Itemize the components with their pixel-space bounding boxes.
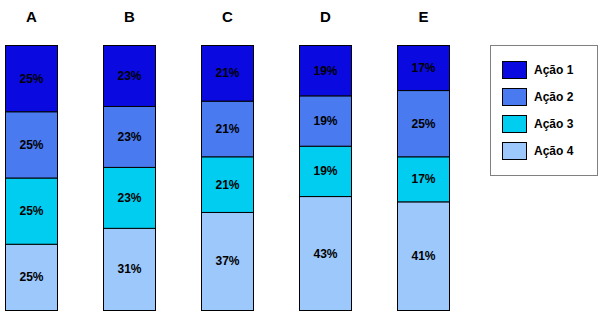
legend-swatch xyxy=(503,143,527,160)
bar-segment xyxy=(300,197,352,311)
legend-swatch xyxy=(503,62,527,79)
bar-segment xyxy=(6,178,58,244)
legend-label: Ação 2 xyxy=(534,90,574,104)
data-label: 21% xyxy=(215,178,239,192)
category-label: E xyxy=(418,8,428,25)
data-label: 31% xyxy=(117,262,141,276)
bar-segment xyxy=(398,202,450,311)
bar-segment xyxy=(104,46,156,107)
data-label: 25% xyxy=(19,138,43,152)
bar-segment xyxy=(202,101,254,157)
data-label: 19% xyxy=(313,164,337,178)
data-label: 23% xyxy=(117,191,141,205)
legend-box xyxy=(491,46,598,176)
bar-segment xyxy=(202,157,254,213)
category-label: B xyxy=(124,8,135,25)
bar-segment xyxy=(6,244,58,310)
data-label: 23% xyxy=(117,69,141,83)
category-label: A xyxy=(26,8,37,25)
bar-segment xyxy=(104,228,156,310)
data-label: 43% xyxy=(313,247,337,261)
data-label: 25% xyxy=(19,204,43,218)
bar-segment xyxy=(300,46,352,96)
bar-segment xyxy=(6,112,58,178)
legend-label: Ação 1 xyxy=(534,63,574,77)
data-label: 17% xyxy=(411,172,435,186)
bar-segment xyxy=(6,46,58,112)
data-label: 19% xyxy=(313,64,337,78)
data-label: 41% xyxy=(411,249,435,263)
data-label: 21% xyxy=(215,66,239,80)
data-label: 19% xyxy=(313,114,337,128)
legend-label: Ação 4 xyxy=(534,144,574,158)
bar-segment xyxy=(202,46,254,102)
bar-segment xyxy=(398,46,450,91)
bars xyxy=(6,46,450,311)
data-label: 25% xyxy=(411,117,435,131)
data-label: 25% xyxy=(19,72,43,86)
bar-segment xyxy=(300,96,352,146)
data-label: 37% xyxy=(215,254,239,268)
category-label: C xyxy=(222,8,233,25)
legend-swatch xyxy=(503,116,527,133)
bar-segment xyxy=(398,91,450,157)
data-label: 21% xyxy=(215,122,239,136)
bar-segment xyxy=(202,212,254,310)
data-label: 17% xyxy=(411,61,435,75)
chart-svg: 25% 25% 25% 25% 31% 23% 23% 23% 37% 21% 21% 21% 43% 1… xyxy=(0,0,602,320)
data-labels: 25% 25% 25% 25% 31% 23% 23% 23% 37% 21% 21% 21% 43% 1… xyxy=(19,61,435,284)
data-label: 25% xyxy=(19,270,43,284)
bar-segment xyxy=(104,167,156,228)
category-labels: A B C D E xyxy=(26,8,428,25)
category-label: D xyxy=(320,8,331,25)
bar-segment xyxy=(300,146,352,196)
legend-label: Ação 3 xyxy=(534,117,574,131)
chart-container: 25% 25% 25% 25% 31% 23% 23% 23% 37% 21% 21% 21% 43% 1… xyxy=(0,0,602,320)
bar-segment xyxy=(104,106,156,167)
data-label: 23% xyxy=(117,130,141,144)
bar-segment xyxy=(398,157,450,202)
legend: Ação 1 Ação 2 Ação 3 Ação 4 xyxy=(491,46,598,176)
legend-swatch xyxy=(503,89,527,106)
